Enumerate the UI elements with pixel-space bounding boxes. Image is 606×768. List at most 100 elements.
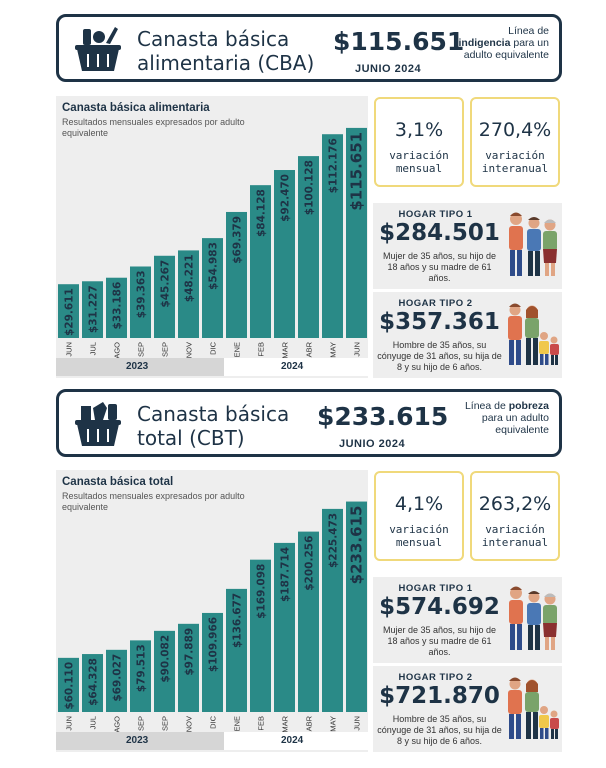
category-label: JUN — [65, 716, 74, 731]
bar-6 — [202, 612, 223, 712]
bar-9 — [274, 170, 295, 338]
cbt-hogar-tipo-1: HOGAR TIPO 1 $574.692 Mujer de 35 años, … — [373, 577, 562, 663]
bar-7 — [226, 211, 247, 338]
bar-value-label: $90.082 — [160, 635, 172, 683]
bar-0 — [58, 284, 79, 338]
mixed-basket-icon — [75, 402, 121, 446]
cba-amount: $115.651 — [333, 27, 465, 56]
hogar-type: HOGAR TIPO 2 — [398, 672, 473, 683]
bar-value-label: $187.714 — [280, 547, 292, 602]
bar-3 — [130, 640, 151, 712]
bar-2 — [106, 277, 127, 338]
cbt-monthly-variation: 4,1% variación mensual — [374, 471, 464, 561]
bar-value-label: $92.470 — [280, 174, 292, 222]
category-label: JUN — [353, 342, 362, 357]
cba-header: Canasta básica alimentaria (CBA) $115.65… — [56, 14, 562, 82]
cba-hogar-tipo-2: HOGAR TIPO 2 $357.361 Hombre de 35 años,… — [373, 292, 562, 378]
bar-value-label: $200.256 — [304, 536, 316, 591]
year-label-2024: 2024 — [281, 361, 304, 372]
cbt-amount: $233.615 — [317, 402, 449, 431]
bar-12 — [346, 127, 367, 338]
chart-title: Canasta básica total — [62, 476, 174, 488]
variation-label: variación interanual — [481, 523, 549, 549]
bar-8 — [250, 559, 271, 712]
category-label: AGO — [113, 342, 122, 358]
hogar-amount: $284.501 — [379, 220, 500, 246]
bar-4 — [154, 630, 175, 712]
category-label: ABR — [305, 341, 314, 357]
cba-monthly-variation: 3,1% variación mensual — [374, 97, 464, 187]
bar-value-label: $84.128 — [256, 189, 268, 237]
category-label: SEP — [161, 342, 170, 357]
bar-value-label: $31.227 — [88, 285, 100, 333]
category-label: FEB — [257, 342, 266, 357]
category-label: MAY — [329, 342, 338, 358]
bar-value-label: $45.267 — [160, 260, 172, 308]
family-of-four-icon — [508, 303, 559, 365]
cba-hogar-tipo-1: HOGAR TIPO 1 $284.501 Mujer de 35 años, … — [373, 203, 562, 289]
bar-1 — [82, 654, 103, 712]
hogar-type: HOGAR TIPO 1 — [398, 583, 473, 594]
hogar-description: Hombre de 35 años, su cónyuge de 31 años… — [377, 714, 502, 746]
bar-value-label: $33.186 — [112, 282, 124, 330]
chart-title: Canasta básica alimentaria — [62, 102, 210, 114]
bar-value-label: $60.110 — [64, 662, 76, 710]
bar-value-label: $64.328 — [88, 658, 100, 706]
year-label-2023: 2023 — [126, 735, 149, 746]
year-band-2024 — [224, 358, 368, 376]
bar-value-label: $233.615 — [348, 506, 366, 585]
bar-value-label: $97.889 — [184, 628, 196, 676]
bar-11 — [322, 508, 343, 712]
bar-value-label: $109.966 — [208, 617, 220, 672]
chart-subtitle: Resultados mensuales expresados por adul… — [62, 491, 245, 512]
hogar-description: Hombre de 35 años, su cónyuge de 31 años… — [377, 340, 502, 372]
cba-title: Canasta básica alimentaria (CBA) — [137, 27, 315, 75]
category-label: SEP — [161, 716, 170, 731]
bar-value-label: $29.611 — [64, 288, 76, 336]
bar-value-label: $112.176 — [328, 138, 340, 193]
category-label: MAY — [329, 716, 338, 732]
category-label: MAR — [281, 715, 290, 732]
cbt-date: JUNIO 2024 — [339, 438, 406, 450]
category-label: ABR — [305, 715, 314, 731]
category-label: NOV — [185, 342, 194, 358]
variation-label: variación mensual — [389, 523, 449, 549]
bar-value-label: $169.098 — [256, 564, 268, 619]
category-label: DIC — [209, 341, 218, 355]
category-label: JUN — [65, 342, 74, 357]
category-label: ENE — [233, 342, 242, 357]
cba-yearly-variation: 270,4% variación interanual — [470, 97, 560, 187]
year-band-2023 — [56, 732, 224, 750]
bar-value-label: $115.651 — [348, 132, 366, 211]
variation-value: 270,4% — [478, 119, 552, 141]
variation-label: variación interanual — [481, 149, 549, 175]
bar-2 — [106, 649, 127, 712]
bar-value-label: $69.027 — [112, 654, 124, 702]
bar-8 — [250, 185, 271, 338]
year-label-2024: 2024 — [281, 735, 304, 746]
bar-12 — [346, 501, 367, 712]
cbt-yearly-variation: 263,2% variación interanual — [470, 471, 560, 561]
hogar-description: Mujer de 35 años, su hijo de 18 años y s… — [382, 625, 497, 657]
bar-value-label: $54.983 — [208, 242, 220, 290]
bar-value-label: $79.513 — [136, 644, 148, 692]
family-of-four-icon — [508, 677, 559, 739]
bar-1 — [82, 281, 103, 338]
category-label: JUL — [89, 716, 98, 729]
category-label: SEP — [137, 342, 146, 357]
bar-4 — [154, 255, 175, 338]
category-label: JUN — [353, 716, 362, 731]
variation-value: 4,1% — [394, 493, 444, 515]
category-label: FEB — [257, 716, 266, 731]
bar-value-label: $69.379 — [232, 216, 244, 264]
hogar-amount: $357.361 — [379, 309, 500, 335]
cbt-hogar-tipo-2: HOGAR TIPO 2 $721.870 Hombre de 35 años,… — [373, 666, 562, 752]
bar-5 — [178, 250, 199, 338]
category-label: AGO — [113, 716, 122, 732]
bar-11 — [322, 134, 343, 338]
hogar-description: Mujer de 35 años, su hijo de 18 años y s… — [382, 251, 497, 283]
category-label: MAR — [281, 341, 290, 358]
family-of-three-icon — [509, 586, 557, 650]
cba-bar-chart: $29.611 JUN $31.227 JUL $33.186 AGO $39.363 SEP… — [58, 127, 367, 358]
bar-value-label: $39.363 — [136, 270, 148, 318]
